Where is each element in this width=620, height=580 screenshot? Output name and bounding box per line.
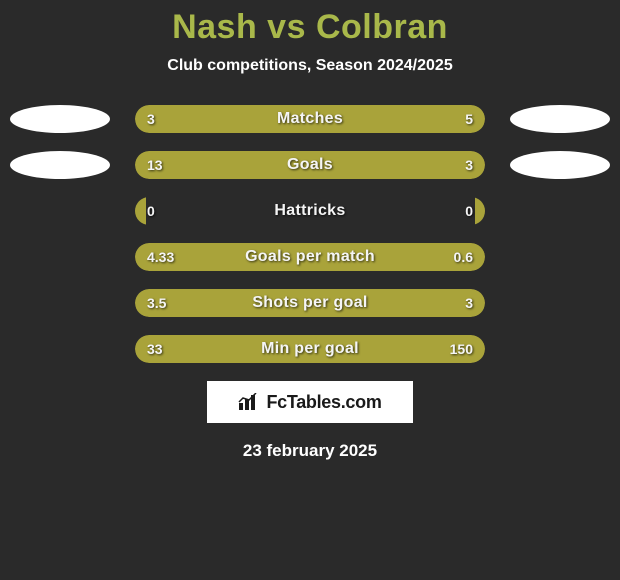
player-right-marker [510, 151, 610, 179]
stat-row: Shots per goal3.53 [0, 289, 620, 317]
bar-track: Goals per match4.330.6 [135, 243, 485, 271]
player-left-marker [10, 105, 110, 133]
stat-row: Goals133 [0, 151, 620, 179]
bar-left-segment [135, 197, 146, 225]
bar-chart-icon [238, 393, 260, 411]
bar-left-segment [135, 335, 198, 363]
watermark-text: FcTables.com [266, 392, 381, 413]
player-right-marker [510, 105, 610, 133]
bar-right-segment [323, 289, 485, 317]
bar-right-segment [442, 243, 485, 271]
bar-left-segment [135, 243, 442, 271]
bar-left-segment [135, 151, 419, 179]
stat-row: Hattricks00 [0, 197, 620, 225]
page-subtitle: Club competitions, Season 2024/2025 [0, 57, 620, 75]
bar-track: Hattricks00 [135, 197, 485, 225]
bar-track: Shots per goal3.53 [135, 289, 485, 317]
bar-left-segment [135, 105, 266, 133]
player-left-marker [10, 151, 110, 179]
stat-label: Hattricks [135, 197, 485, 225]
stat-row: Goals per match4.330.6 [0, 243, 620, 271]
bar-right-segment [266, 105, 485, 133]
bar-right-segment [419, 151, 485, 179]
date-text: 23 february 2025 [0, 441, 620, 461]
bar-right-segment [475, 197, 486, 225]
bar-track: Goals133 [135, 151, 485, 179]
bar-left-segment [135, 289, 323, 317]
bar-track: Min per goal33150 [135, 335, 485, 363]
watermark: FcTables.com [207, 381, 413, 423]
stat-row: Min per goal33150 [0, 335, 620, 363]
page-title: Nash vs Colbran [0, 8, 620, 47]
chart-area: Matches35 Goals133 Hattricks00 Goals per ma… [0, 105, 620, 363]
comparison-infographic: Nash vs Colbran Club competitions, Seaso… [0, 0, 620, 580]
bar-right-segment [198, 335, 485, 363]
stat-row: Matches35 [0, 105, 620, 133]
bar-track: Matches35 [135, 105, 485, 133]
